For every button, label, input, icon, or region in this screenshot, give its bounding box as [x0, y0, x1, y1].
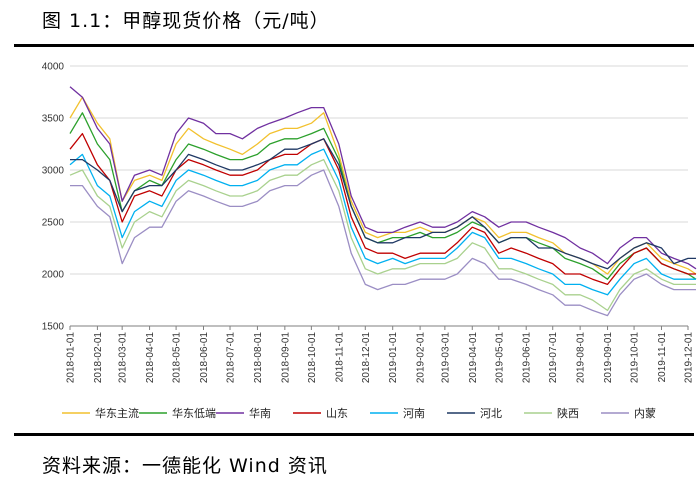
- x-tick-label: 2019-06-01: [522, 332, 533, 384]
- x-tick-label: 2018-06-01: [199, 332, 210, 384]
- x-tick-label: 2018-07-01: [226, 332, 237, 384]
- x-tick-label: 2019-10-01: [630, 332, 641, 384]
- x-tick-label: 2018-10-01: [307, 332, 318, 384]
- x-tick-label: 2018-01-01: [66, 332, 77, 384]
- x-tick-label: 2019-04-01: [468, 332, 479, 384]
- series-line-5: [69, 148, 696, 296]
- x-tick-label: 2019-05-01: [494, 332, 505, 384]
- series-line-7: [69, 158, 696, 312]
- x-tick-label: 2018-08-01: [253, 332, 264, 384]
- x-tick-label: 2018-03-01: [118, 332, 129, 384]
- y-tick-label: 3500: [42, 114, 65, 125]
- x-tick-label: 2018-02-01: [93, 332, 104, 384]
- x-tick-label: 2019-08-01: [576, 332, 587, 384]
- bottom-rule: [14, 433, 694, 436]
- x-tick-label: 2018-04-01: [145, 332, 156, 384]
- x-tick-label: 2018-05-01: [172, 332, 183, 384]
- x-tick-label: 2018-11-01: [334, 332, 345, 383]
- figure-title: 图 1.1：甲醇现货价格（元/吨）: [42, 10, 330, 32]
- y-tick-label: 3000: [42, 166, 65, 177]
- x-tick-label: 2019-11-01: [657, 332, 668, 383]
- x-tick-label: 2019-12-01: [684, 332, 695, 384]
- x-tick-label: 2019-07-01: [548, 332, 559, 384]
- x-tick-label: 2019-01-01: [388, 332, 399, 384]
- series-line-4: [69, 132, 696, 286]
- series-line-6: [70, 138, 696, 270]
- y-tick-label: 2000: [42, 270, 65, 281]
- legend-label-6: 河北: [480, 407, 502, 420]
- series-line-8: [70, 169, 696, 317]
- series-line-1: [69, 96, 697, 275]
- source-note: 资料来源：一德能化 Wind 资讯: [42, 455, 328, 477]
- legend-label-1: 华东主流: [95, 406, 139, 420]
- y-tick-label: 1500: [42, 322, 65, 333]
- x-tick-label: 2018-09-01: [280, 332, 291, 384]
- x-tick-label: 2019-09-01: [603, 332, 614, 384]
- legend-label-8: 内蒙: [634, 406, 656, 420]
- legend-label-5: 河南: [403, 407, 425, 420]
- top-rule: [14, 44, 694, 47]
- legend-label-2: 华东低端: [172, 406, 216, 420]
- x-tick-label: 2019-02-01: [416, 332, 427, 384]
- x-tick-label: 2019-03-01: [440, 332, 451, 384]
- x-tick-label: 2018-12-01: [361, 332, 372, 384]
- y-tick-label: 2500: [42, 218, 65, 229]
- series-line-3: [69, 86, 697, 270]
- legend-label-4: 山东: [326, 407, 348, 420]
- series-line-2: [69, 112, 697, 280]
- y-tick-label: 4000: [42, 62, 65, 73]
- legend-label-7: 陕西: [557, 406, 579, 420]
- legend-label-3: 华南: [249, 406, 271, 420]
